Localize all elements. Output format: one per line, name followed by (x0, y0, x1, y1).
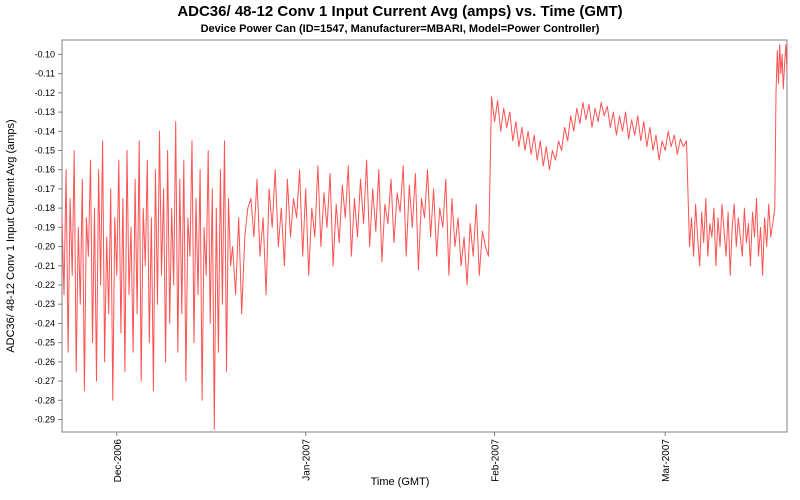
y-tick-label: -0.26 (34, 357, 55, 367)
y-tick-label: -0.21 (34, 261, 55, 271)
x-tick-label: Feb-2007 (491, 439, 502, 482)
chart-title: ADC36/ 48-12 Conv 1 Input Current Avg (a… (177, 3, 623, 20)
y-tick-label: -0.12 (34, 88, 55, 98)
y-tick-label: -0.20 (34, 242, 55, 252)
y-tick-label: -0.22 (34, 280, 55, 290)
y-tick-label: -0.24 (34, 318, 55, 328)
y-tick-label: -0.27 (34, 376, 55, 386)
y-tick-label: -0.23 (34, 299, 55, 309)
chart-subtitle: Device Power Can (ID=1547, Manufacturer=… (200, 23, 600, 35)
x-axis-label: Time (GMT) (370, 476, 430, 488)
y-tick-label: -0.14 (34, 126, 55, 136)
y-tick-label: -0.29 (34, 415, 55, 425)
y-tick-label: -0.28 (34, 395, 55, 405)
series-line (61, 44, 788, 430)
y-axis-label: ADC36/ 48-12 Conv 1 Input Current Avg (a… (5, 119, 17, 352)
x-tick-label: Jan-2007 (302, 439, 313, 481)
x-tick-label: Mar-2007 (661, 439, 672, 482)
y-tick-label: -0.15 (34, 145, 55, 155)
y-tick-label: -0.16 (34, 165, 55, 175)
y-tick-label: -0.10 (34, 49, 55, 59)
y-tick-label: -0.11 (35, 69, 55, 79)
y-tick-label: -0.13 (34, 107, 55, 117)
y-tick-label: -0.17 (34, 184, 55, 194)
y-tick-label: -0.19 (34, 222, 55, 232)
x-tick-label: Dec-2006 (113, 439, 124, 483)
y-tick-label: -0.25 (34, 338, 55, 348)
y-tick-label: -0.18 (34, 203, 55, 213)
